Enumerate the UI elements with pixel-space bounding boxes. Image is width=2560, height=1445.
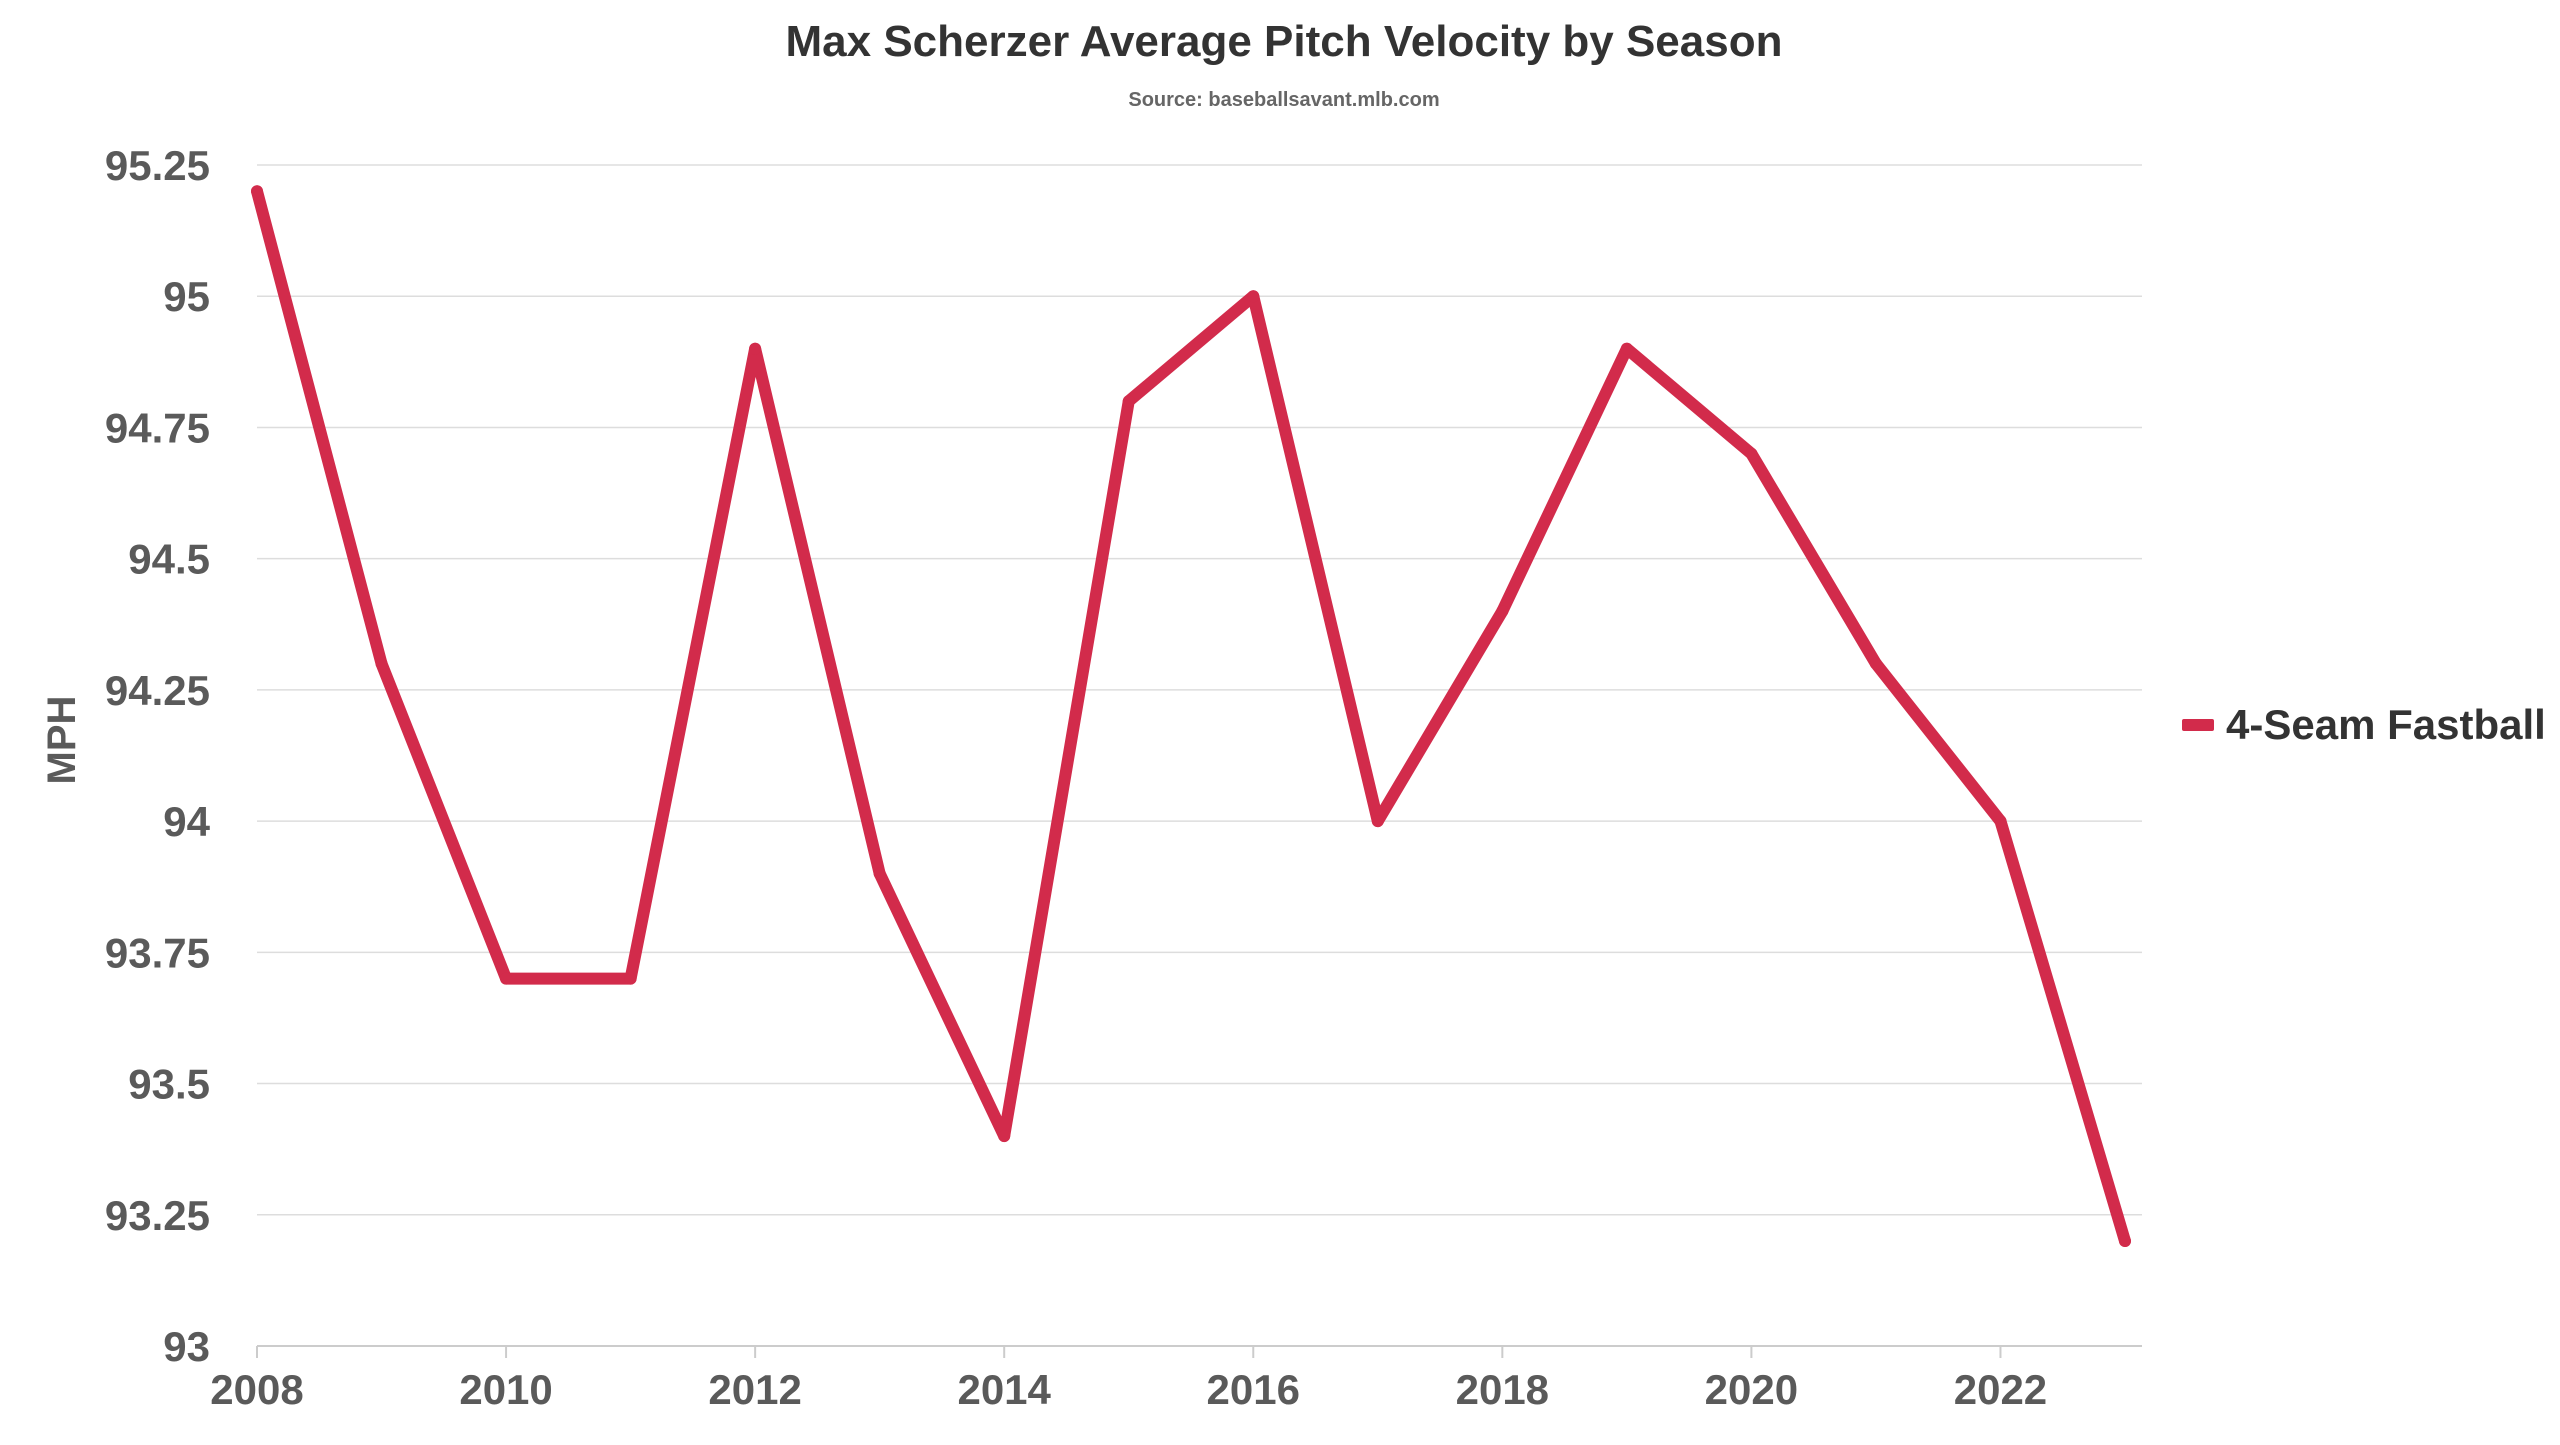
series-line-4-seam-fastball [251, 185, 2131, 1248]
data-point [998, 1130, 1011, 1143]
y-tick-label: 93.75 [105, 929, 210, 976]
legend-label: 4-Seam Fastball [2226, 701, 2546, 748]
y-tick-label: 93.25 [105, 1192, 210, 1239]
data-point [1247, 290, 1260, 303]
legend: 4-Seam Fastball [2182, 701, 2546, 748]
y-tick-label: 94.75 [105, 404, 210, 451]
x-tick-label: 2016 [1207, 1366, 1300, 1413]
data-point [1620, 342, 1633, 355]
y-axis-label: MPH [40, 696, 84, 785]
data-point [1496, 605, 1509, 618]
y-tick-label: 94.25 [105, 667, 210, 714]
x-tick-label: 2014 [957, 1366, 1051, 1413]
gridlines [257, 164, 2142, 1347]
data-point [251, 185, 263, 198]
data-point [1745, 447, 1758, 460]
y-tick-label: 95.25 [105, 142, 210, 189]
data-point [1371, 815, 1384, 828]
y-tick-label: 93 [163, 1323, 210, 1370]
data-point [1869, 657, 1882, 670]
data-point [2119, 1235, 2131, 1248]
y-axis-ticks: 93 93.25 93.5 93.75 94 94.25 94.5 94.75 95 95.25 [105, 142, 211, 1370]
data-point [624, 972, 637, 985]
data-point [873, 867, 886, 880]
data-point [749, 342, 762, 355]
x-tick-label: 2010 [459, 1366, 552, 1413]
chart-subtitle: Source: baseballsavant.mlb.com [1128, 89, 1439, 111]
x-tick-label: 2022 [1954, 1366, 2047, 1413]
chart-title: Max Scherzer Average Pitch Velocity by S… [786, 17, 1783, 66]
y-tick-label: 94 [163, 798, 210, 845]
y-tick-label: 95 [163, 273, 210, 320]
x-tick-label: 2020 [1705, 1366, 1798, 1413]
y-tick-label: 93.5 [128, 1061, 210, 1108]
series-lines [251, 185, 2131, 1248]
data-point [375, 657, 388, 670]
data-point [1122, 395, 1135, 408]
x-tick-label: 2018 [1456, 1366, 1549, 1413]
legend-swatch [2182, 719, 2214, 731]
x-axis-ticks: 2008 2010 2012 2014 2016 2018 2020 2022 [210, 1346, 2047, 1413]
x-tick-label: 2008 [210, 1366, 303, 1413]
x-tick-label: 2012 [708, 1366, 801, 1413]
y-tick-label: 94.5 [128, 536, 210, 583]
data-point [1994, 815, 2007, 828]
data-point [500, 972, 513, 985]
